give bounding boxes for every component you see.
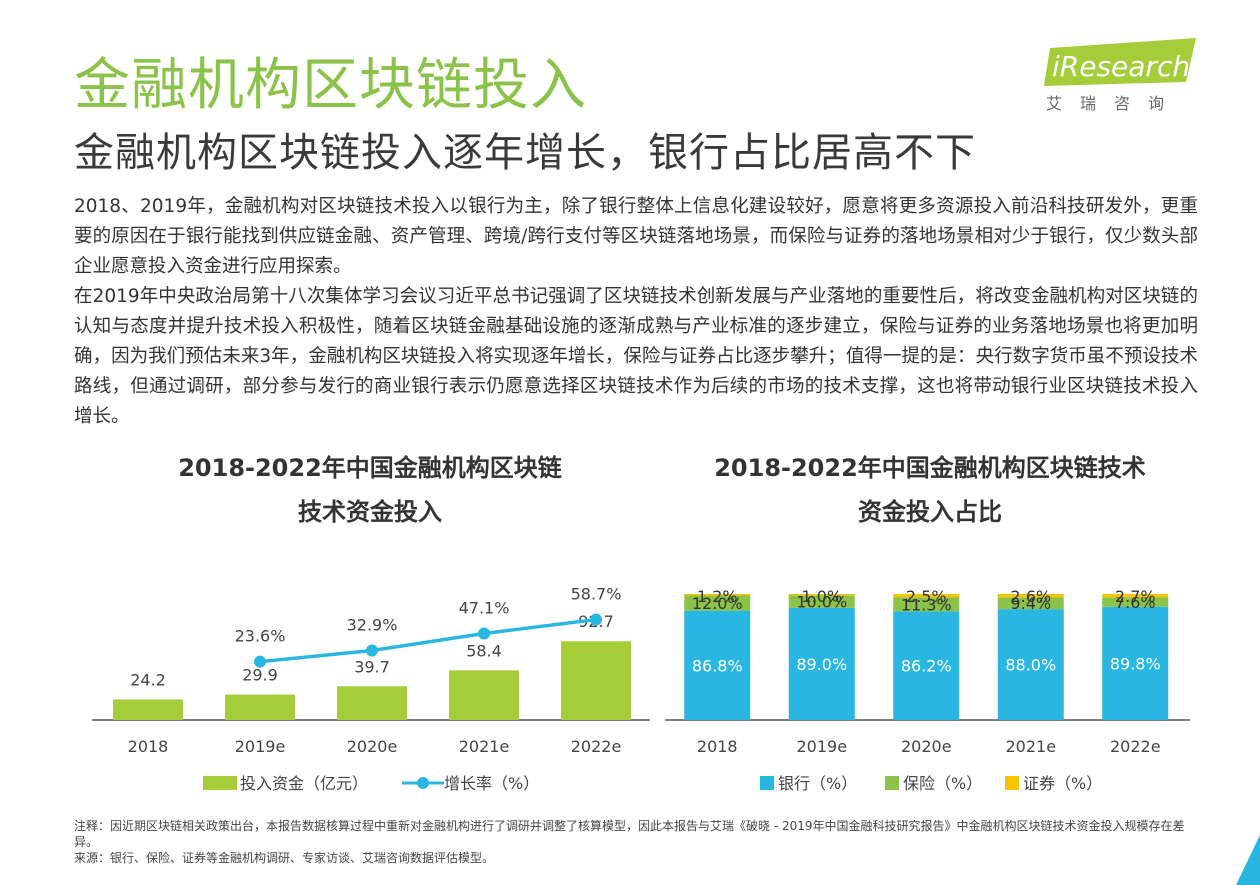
- chart1-tick-2022e: 2022e: [571, 737, 622, 756]
- bank-segment-2022e: [1102, 606, 1169, 720]
- securities-label-2018: 1.2%: [697, 587, 738, 606]
- insurance-segment-2020e: [893, 597, 960, 612]
- bank-segment-2020e: [893, 611, 960, 720]
- insurance-label-2020e: 11.3%: [901, 595, 952, 614]
- chart2-tick-2020e: 2020e: [901, 737, 952, 756]
- growth-point-2020e: [366, 644, 378, 657]
- securities-label-2022e: 2.7%: [1115, 587, 1156, 606]
- securities-segment-2022e: [1102, 593, 1169, 598]
- bank-label-2020e: 86.2%: [901, 657, 952, 676]
- investment-bar-2019e: [225, 694, 295, 720]
- growth-point-2022e: [590, 613, 602, 626]
- investment-combo-chart: 24.2 2018 29.9 2019e 23.6% 39.7 2020e 32.9% 58.4…: [92, 585, 650, 793]
- securities-segment-2019e: [788, 594, 855, 596]
- chart2-tick-2018: 2018: [697, 737, 738, 756]
- iresearch-logo: iResearch: [1044, 38, 1196, 86]
- insurance-label-2022e: 7.6%: [1115, 593, 1156, 612]
- chart1-tick-2018: 2018: [128, 737, 169, 756]
- investment-bar-2021e: [449, 670, 519, 720]
- bank-segment-2019e: [788, 607, 855, 720]
- page-title: 金融机构区块链投入: [74, 53, 587, 118]
- bank-segment-2021e: [997, 609, 1064, 720]
- chart1-title: 2018-2022年中国金融机构区块链 技术资金投入: [150, 446, 590, 534]
- securities-segment-2020e: [893, 594, 960, 598]
- chart2-tick-2021e: 2021e: [1005, 737, 1056, 756]
- share-stacked-chart: 86.8% 12.0%1.2% 2018 89.0% 10.0%1.0% 2019e 86.…: [665, 587, 1190, 793]
- body-text: 2018、2019年，金融机构对区块链技术投入以银行为主，除了银行整体上信息化建…: [74, 192, 1198, 432]
- insurance-label-2018: 12.0%: [692, 594, 743, 613]
- chart2-title-line2: 资金投入占比: [858, 498, 1002, 526]
- legend-line-label: 增长率（%）: [444, 774, 539, 793]
- insurance-segment-2022e: [1102, 597, 1169, 607]
- insurance-segment-2021e: [997, 597, 1064, 610]
- legend-insurance-swatch: [885, 776, 899, 790]
- chart1-tick-2020e: 2020e: [347, 737, 398, 756]
- bank-label-2019e: 89.0%: [796, 655, 847, 674]
- insurance-label-2019e: 10.0%: [796, 593, 847, 612]
- insurance-segment-2019e: [788, 595, 855, 608]
- legend-line-marker: [417, 777, 429, 789]
- insurance-segment-2018: [684, 595, 751, 611]
- growth-label-2022e: 58.7%: [571, 585, 622, 604]
- growth-line: [259, 617, 597, 664]
- growth-label-2020e: 32.9%: [347, 616, 398, 635]
- legend-securities-label: 证券（%）: [1023, 774, 1102, 793]
- paragraph-1: 2018、2019年，金融机构对区块链技术投入以银行为主，除了银行整体上信息化建…: [74, 196, 1198, 277]
- chart1-tick-2019e: 2019e: [235, 737, 286, 756]
- legend-bank-label: 银行（%）: [778, 774, 857, 793]
- securities-label-2020e: 2.5%: [906, 587, 947, 606]
- logo-cn-text: 艾瑞咨询: [1046, 94, 1183, 113]
- page-subtitle: 金融机构区块链投入逐年增长，银行占比居高不下: [74, 130, 976, 176]
- investment-bar-2020e: [337, 686, 407, 720]
- securities-segment-2021e: [997, 594, 1064, 598]
- legend-bar-swatch: [203, 776, 237, 790]
- investment-bar-2018: [113, 699, 183, 720]
- growth-label-2021e: 47.1%: [459, 598, 510, 617]
- paragraph-2: 在2019年中央政治局第十八次集体学习会议习近平总书记强调了区块链技术创新发展与…: [74, 286, 1198, 427]
- chart1-tick-2021e: 2021e: [459, 737, 510, 756]
- growth-label-2019e: 23.6%: [235, 627, 286, 646]
- chart2-tick-2022e: 2022e: [1110, 737, 1161, 756]
- investment-label-2021e: 58.4: [466, 641, 502, 660]
- bank-label-2021e: 88.0%: [1005, 656, 1056, 675]
- insurance-label-2021e: 9.4%: [1010, 594, 1051, 613]
- investment-label-2020e: 39.7: [354, 657, 390, 676]
- note-text: 注释：因近期区块链相关政策出台，本报告数据核算过程中重新对金融机构进行了调研并调…: [74, 819, 1185, 849]
- chart1-title-line2: 技术资金投入: [298, 498, 442, 526]
- footnotes: 注释：因近期区块链相关政策出台，本报告数据核算过程中重新对金融机构进行了调研并调…: [74, 818, 1204, 866]
- chart2-title-line1: 2018-2022年中国金融机构区块链技术: [714, 454, 1146, 482]
- logo-wordmark: iResearch: [1052, 50, 1190, 83]
- chart1-title-line1: 2018-2022年中国金融机构区块链: [178, 454, 562, 482]
- chart2-title: 2018-2022年中国金融机构区块链技术 资金投入占比: [680, 446, 1180, 534]
- investment-label-2019e: 29.9: [242, 666, 278, 685]
- securities-label-2021e: 2.6%: [1010, 587, 1051, 606]
- legend-bar-label: 投入资金（亿元）: [240, 774, 368, 793]
- corner-decoration: [1236, 835, 1260, 885]
- securities-label-2019e: 1.0%: [801, 587, 842, 606]
- bank-label-2022e: 89.8%: [1110, 654, 1161, 673]
- chart2-tick-2019e: 2019e: [796, 737, 847, 756]
- legend-insurance-label: 保险（%）: [903, 774, 982, 793]
- growth-point-2019e: [254, 655, 266, 668]
- legend-securities-swatch: [1005, 776, 1019, 790]
- source-text: 来源：银行、保险、证券等金融机构调研、专家访谈、艾瑞咨询数据评估模型。: [74, 851, 495, 865]
- bank-segment-2018: [684, 610, 751, 720]
- securities-segment-2018: [684, 594, 751, 596]
- investment-bar-2022e: [561, 641, 631, 720]
- bank-label-2018: 86.8%: [692, 656, 743, 675]
- growth-point-2021e: [478, 627, 490, 640]
- legend-bank-swatch: [760, 776, 774, 790]
- investment-label-2018: 24.2: [130, 670, 166, 689]
